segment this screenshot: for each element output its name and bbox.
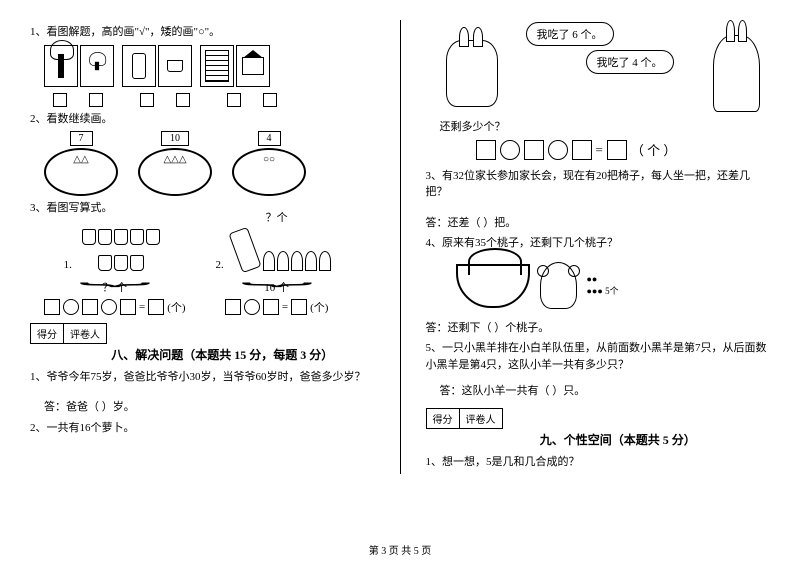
building-img [200, 45, 234, 87]
eq-big: = （ 个 ） [476, 140, 771, 160]
operator-box[interactable] [244, 299, 260, 315]
eq-unit: (个) [167, 299, 185, 315]
r-q5: 5、一只小黑羊排在小白羊队伍里，从前面数小黑羊是第7只，从后面数小黑羊是第4只，… [426, 340, 771, 373]
score-label: 得分 [30, 323, 64, 344]
answer-box[interactable] [82, 299, 98, 315]
answer-box[interactable] [120, 299, 136, 315]
eq-row-2: = (个) [225, 299, 329, 315]
thermos-img [122, 45, 156, 87]
operator-box[interactable] [548, 140, 568, 160]
q1-text: 1、看图解题，高的画"√"，矮的画"○"。 [30, 24, 375, 41]
speech-bubble-1: 我吃了 6 个。 [526, 22, 614, 46]
eq-unit-big: （ 个 ） [631, 140, 677, 159]
answer-box[interactable] [148, 299, 164, 315]
section-9-title: 九、个性空间（本题共 5 分） [466, 431, 771, 448]
mug-img [158, 45, 192, 87]
brace-icon: ⏟ [79, 271, 151, 279]
rabbit-scene: 我吃了 6 个。 我吃了 4 个。 [436, 20, 771, 115]
s8-q2: 2、一共有16个萝卜。 [30, 420, 375, 437]
checkbox[interactable] [227, 93, 241, 107]
answer-box[interactable] [607, 140, 627, 160]
remain-q: 还剩多少个？ [440, 119, 771, 136]
answer-box[interactable] [572, 140, 592, 160]
oval-1[interactable]: △△ [44, 148, 118, 196]
eq-unit: (个) [310, 299, 328, 315]
checkbox[interactable] [53, 93, 67, 107]
answer-box[interactable] [44, 299, 60, 315]
checkbox[interactable] [263, 93, 277, 107]
checkbox[interactable] [89, 93, 103, 107]
answer-box[interactable] [524, 140, 544, 160]
r-a5: 答：这队小羊一共有（ ）只。 [440, 383, 771, 400]
tree-tall-img [44, 45, 78, 87]
basket-image [456, 264, 530, 308]
operator-box[interactable] [101, 299, 117, 315]
rabbit-right-image [713, 35, 760, 112]
q3-label-1: 1. [64, 259, 72, 271]
brace-icon: ⏟ [241, 271, 313, 279]
oval-2[interactable]: △△△ [138, 148, 212, 196]
oval-3[interactable]: ○○ [232, 148, 306, 196]
r-q4: 4、原来有35个桃子，还剩下几个桃子？ [426, 235, 771, 252]
s8-q1: 1、爷爷今年75岁，爸爸比爷爷小30岁，当爷爷60岁时，爸爸多少岁？ [30, 369, 375, 386]
r-q3: 3、有32位家长参加家长会，现在有20把椅子，每人坐一把，还差几把？ [426, 168, 771, 201]
s8-a1: 答：爸爸（ ）岁。 [44, 399, 375, 416]
peaches-label: ●●●●● 5个 [587, 274, 619, 297]
operator-box[interactable] [500, 140, 520, 160]
page-footer: 第 3 页 共 5 页 [0, 542, 800, 557]
answer-box[interactable] [263, 299, 279, 315]
score-label: 得分 [426, 408, 460, 429]
grader-label: 评卷人 [460, 408, 503, 429]
grader-label: 评卷人 [64, 323, 107, 344]
column-divider [400, 20, 401, 474]
operator-box[interactable] [63, 299, 79, 315]
score-box-right: 得分 评卷人 [426, 408, 771, 429]
checkbox[interactable] [176, 93, 190, 107]
eq-row-1: = (个) [44, 299, 186, 315]
q1-images [44, 45, 375, 87]
monkey-image [540, 262, 577, 309]
speech-bubble-2: 我吃了 4 个。 [586, 50, 674, 74]
oval-num-1: 7 [70, 131, 93, 146]
q1-checkboxes [44, 91, 375, 107]
q2-text: 2、看数继续画。 [30, 111, 375, 128]
r-a4: 答：还剩下（ ）个桃子。 [426, 320, 771, 337]
q2-ovals: 7 △△ 10 △△△ 4 ○○ [44, 131, 375, 196]
left-column: 1、看图解题，高的画"√"，矮的画"○"。 2、看数继续画。 7 [30, 20, 375, 474]
section-8-title: 八、解决问题（本题共 15 分，每题 3 分） [70, 346, 375, 363]
answer-box[interactable] [476, 140, 496, 160]
score-box-left: 得分 评卷人 [30, 323, 375, 344]
s9-q1: 1、想一想，5是几和几合成的？ [426, 454, 771, 471]
answer-box[interactable] [291, 299, 307, 315]
oval-num-3: 4 [258, 131, 281, 146]
tree-short-img [80, 45, 114, 87]
oval-num-2: 10 [161, 131, 189, 146]
answer-box[interactable] [225, 299, 241, 315]
q3-text: 3、看图写算式。 [30, 200, 375, 217]
q3-figures: 1. ⏟ ？ 个 = (个) [44, 221, 375, 315]
r-a3: 答：还差（ ）把。 [426, 215, 771, 232]
house-img [236, 45, 270, 87]
q3-label-2: 2. [216, 259, 224, 271]
basket-scene: ●●●●● 5个 [456, 256, 771, 316]
checkbox[interactable] [140, 93, 154, 107]
right-column: 我吃了 6 个。 我吃了 4 个。 还剩多少个？ = （ 个 ） 3、有32位家… [426, 20, 771, 474]
rabbit-left-image [446, 40, 498, 107]
